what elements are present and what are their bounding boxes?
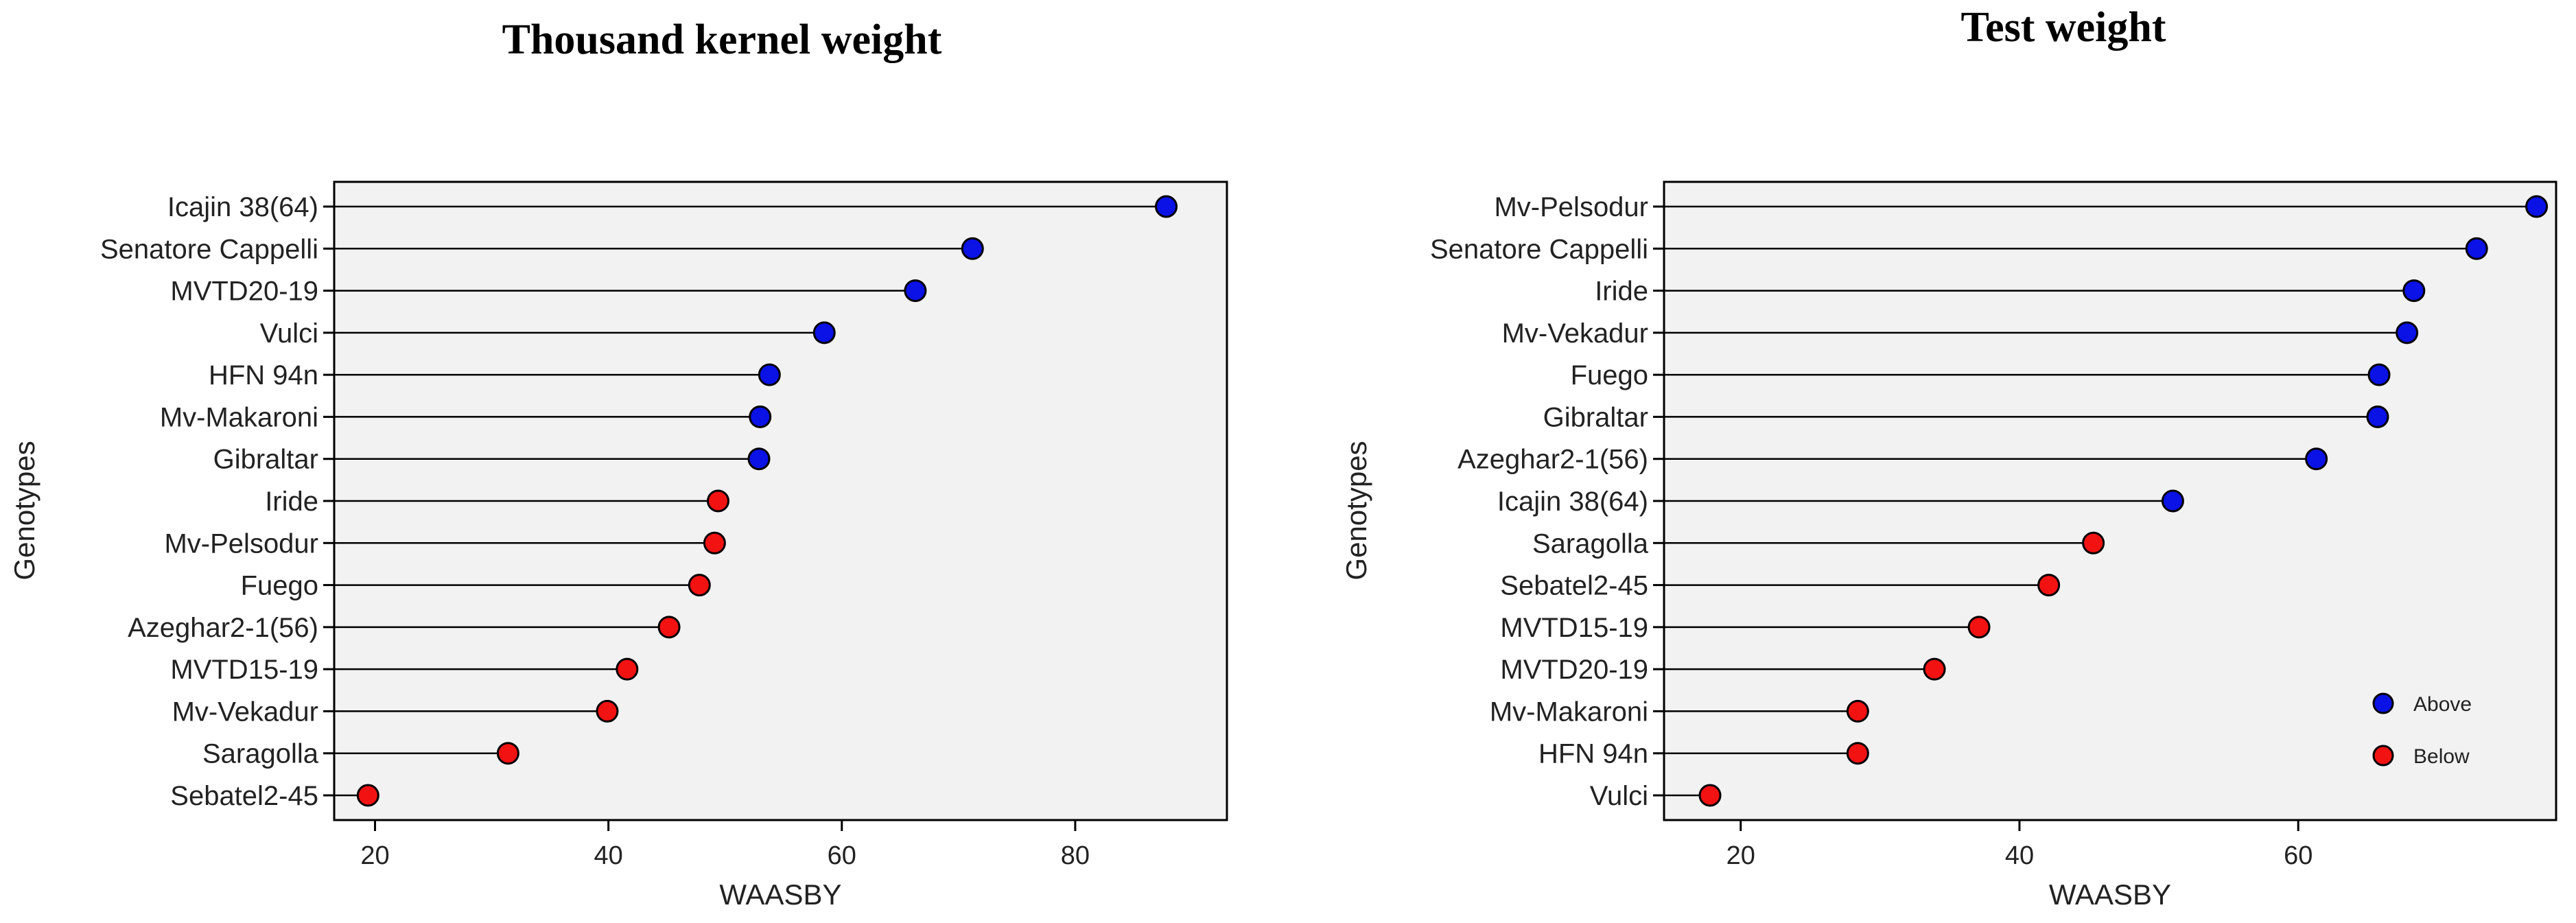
data-point <box>688 574 711 597</box>
data-point <box>1698 784 1722 807</box>
data-point <box>1967 616 1991 639</box>
data-point <box>2367 363 2391 386</box>
data-point <box>703 531 726 554</box>
data-point <box>496 742 519 765</box>
y-tick-label: Sebatel2-45 <box>170 781 318 811</box>
data-point <box>707 489 730 513</box>
y-tick-label: Vulci <box>1590 781 1648 811</box>
x-tick-label: 40 <box>2005 841 2034 870</box>
y-tick-label: Senatore Cappelli <box>100 234 318 264</box>
x-axis-label: WAASBY <box>2049 878 2171 911</box>
y-tick-label: Mv-Makaroni <box>160 402 318 432</box>
data-point <box>2037 574 2061 597</box>
y-tick-label: Iride <box>265 487 318 517</box>
data-point <box>2305 447 2328 471</box>
y-tick-label: Vulci <box>260 318 318 349</box>
data-point <box>812 321 836 344</box>
data-point <box>758 363 781 386</box>
y-tick-label: Sebatel2-45 <box>1500 571 1648 601</box>
data-point <box>596 699 619 723</box>
y-tick-label: Azeghar2-1(56) <box>1457 445 1648 475</box>
data-point <box>2082 531 2105 554</box>
y-tick-label: Fuego <box>1571 360 1648 390</box>
x-tick-label: 80 <box>1061 841 1090 870</box>
x-tick-label: 40 <box>594 841 623 870</box>
y-tick-label: Mv-Pelsodur <box>1494 192 1648 222</box>
data-point <box>2525 195 2549 218</box>
y-tick-label: Mv-Vekadur <box>172 697 318 727</box>
data-point <box>961 237 984 260</box>
chart-title: Thousand kernel weight <box>502 16 942 63</box>
y-tick-label: MVTD20-19 <box>1500 655 1648 685</box>
data-point <box>749 405 772 428</box>
x-axis-label: WAASBY <box>719 878 841 911</box>
y-axis-label: Genotypes <box>1340 441 1372 580</box>
y-tick-label: Mv-Vekadur <box>1502 318 1648 349</box>
x-tick-label: 60 <box>828 841 856 870</box>
data-point <box>616 657 639 681</box>
y-tick-label: Mv-Makaroni <box>1490 697 1648 727</box>
data-point <box>1846 742 1869 765</box>
data-point <box>356 784 379 807</box>
y-tick-label: HFN 94n <box>1538 739 1648 769</box>
y-tick-label: MVTD20-19 <box>170 277 318 307</box>
y-tick-label: HFN 94n <box>209 360 318 390</box>
y-tick-label: Saragolla <box>202 739 319 769</box>
data-point <box>1155 195 1178 218</box>
data-point <box>2161 489 2184 513</box>
data-point <box>2396 321 2419 344</box>
x-tick-label: 60 <box>2284 841 2312 870</box>
chart-title: Test weight <box>1960 4 2166 51</box>
data-point <box>2465 237 2488 260</box>
data-point <box>904 279 927 303</box>
data-point <box>2366 405 2389 428</box>
data-point <box>747 447 771 471</box>
legend-marker-below <box>2372 745 2394 767</box>
y-tick-label: Saragolla <box>1532 528 1649 559</box>
data-point <box>657 616 681 639</box>
y-tick-label: Iride <box>1595 277 1648 307</box>
y-tick-label: Icajin 38(64) <box>167 192 318 222</box>
data-point <box>1846 699 1869 723</box>
y-tick-label: Icajin 38(64) <box>1497 487 1648 517</box>
legend-marker-above <box>2372 692 2394 714</box>
y-tick-label: Azeghar2-1(56) <box>128 613 318 643</box>
y-tick-label: Gibraltar <box>1543 402 1648 432</box>
x-tick-label: 20 <box>1726 841 1755 870</box>
legend-label-above: Above <box>2413 693 2472 716</box>
x-tick-label: 20 <box>360 841 389 870</box>
legend-label-below: Below <box>2413 745 2470 768</box>
y-tick-label: MVTD15-19 <box>170 655 318 685</box>
y-tick-label: MVTD15-19 <box>1500 613 1648 643</box>
y-tick-label: Mv-Pelsodur <box>164 528 318 559</box>
data-point <box>1923 657 1946 681</box>
data-point <box>2402 279 2426 303</box>
y-tick-label: Fuego <box>241 571 318 601</box>
y-axis-label: Genotypes <box>8 441 40 580</box>
y-tick-label: Gibraltar <box>213 445 318 475</box>
y-tick-label: Senatore Cappelli <box>1430 234 1648 264</box>
